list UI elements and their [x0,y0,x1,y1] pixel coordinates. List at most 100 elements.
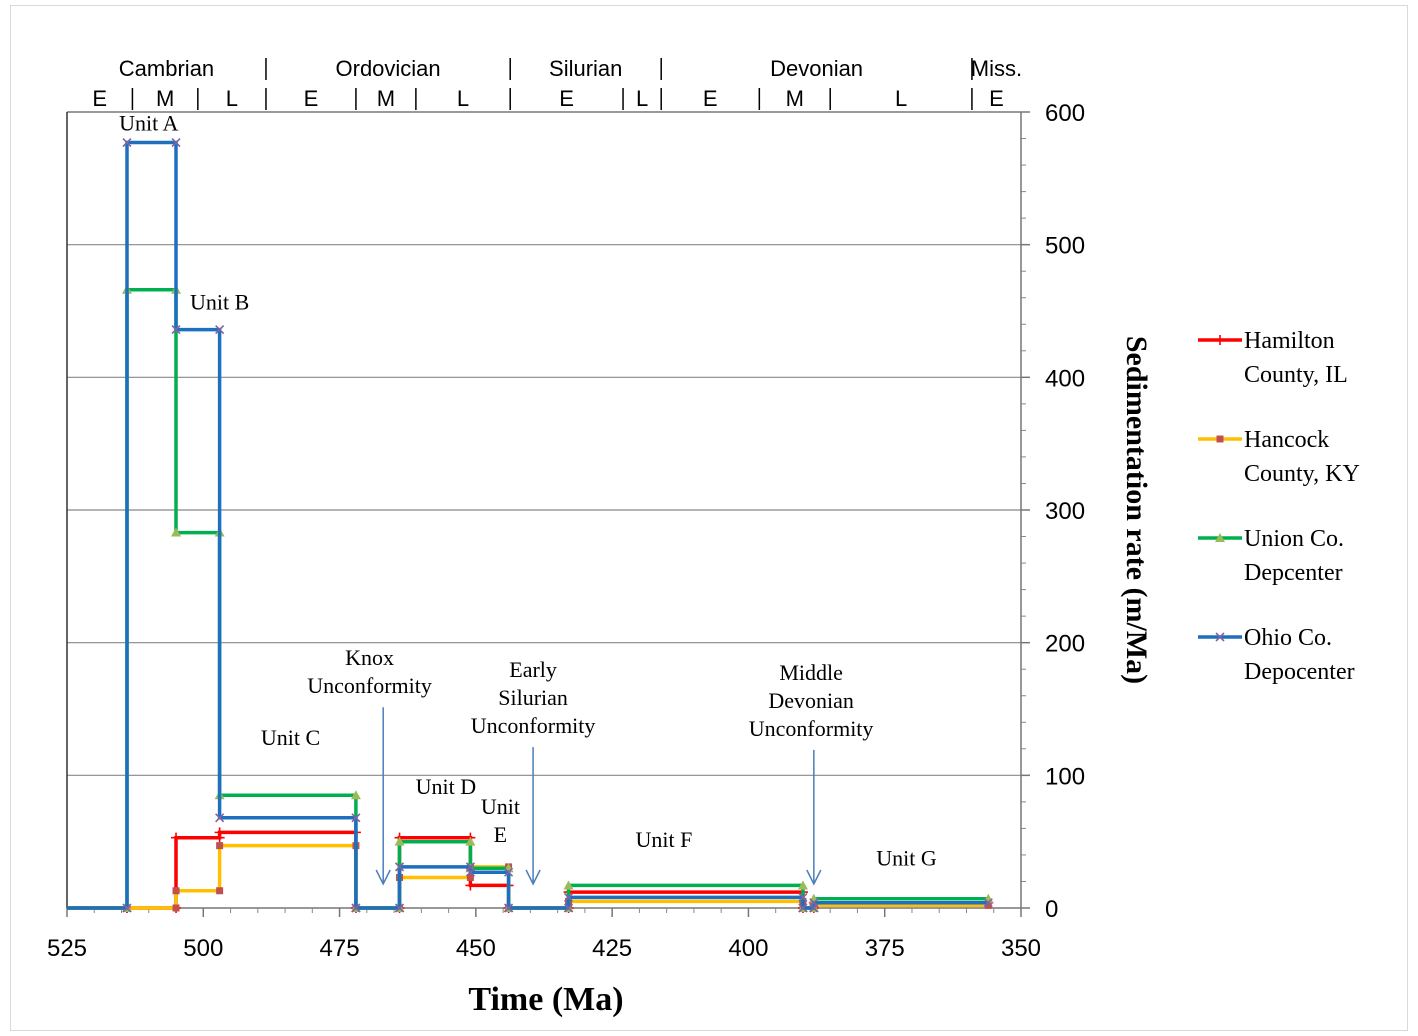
data-point [466,873,474,881]
x-tick-label: 500 [183,935,223,962]
epoch-label: M [786,86,804,111]
unit-label: Unit C [261,725,320,750]
annotation-text: Unconformity [471,713,596,738]
data-point [809,898,819,908]
epoch-label: L [457,86,469,111]
annotation-text: Early [509,657,557,682]
annotation-text: Knox [345,645,394,670]
unconformity-annotation: Middle Devonian Unconformity [749,660,873,886]
plot-area [67,137,994,913]
gridlines [67,244,1021,776]
data-point [797,880,808,890]
data-point [394,862,405,872]
legend-label-line1: Union Co. [1244,526,1344,552]
unit-label: Unit A [119,111,178,136]
epoch-label: E [304,86,319,111]
data-point [215,813,225,823]
unit-label: Unit D [416,774,477,799]
data-point [1215,632,1225,642]
y-tick-label: 600 [1045,100,1085,127]
x-tick-label: 375 [865,935,905,962]
y-tick-label: 500 [1045,233,1085,260]
legend-label-line2: Depocenter [1244,659,1355,685]
data-point [563,892,574,902]
epoch-label: L [636,86,648,111]
data-point [172,904,180,912]
data-point [351,903,361,913]
epoch-label: L [226,86,238,111]
annotation-text: Unit B [190,290,249,315]
data-point [171,137,181,148]
legend-label-line1: Hancock [1244,427,1329,453]
data-point [171,325,181,335]
epoch-label: E [703,86,718,111]
period-label: Devonian [770,56,863,81]
data-point [215,325,225,335]
annotation-text: Silurian [498,685,568,710]
unconformity-annotation: Early Silurian Unconformity [471,657,596,886]
period-label: Miss. [971,56,1022,81]
y-axis-title: Sedimentation rate (m/Ma) [1120,336,1153,684]
data-point [465,836,476,846]
data-point [216,842,224,850]
unit-label: Unit G [876,846,937,871]
x-tick-label: 525 [47,935,87,962]
annotation-text: Middle [779,660,843,685]
epoch-label: L [895,86,907,111]
annotation-text: Unconformity [307,673,432,698]
data-point [171,527,182,537]
period-label: Cambrian [119,56,214,81]
y-tick-label: 400 [1045,365,1085,392]
x-tick-label: 450 [456,935,496,962]
data-point [1216,435,1224,443]
data-point [351,813,361,823]
epoch-label: E [92,86,107,111]
data-point [504,867,514,877]
unit-label: Unit E [481,794,520,847]
annotation-text: Unit C [261,725,320,750]
legend-label-line2: Depcenter [1244,560,1343,586]
data-point [983,898,993,908]
epoch-label: E [989,86,1004,111]
data-point [798,892,808,902]
legend-item: Ohio Co. Depocenter [1198,625,1355,685]
series-line [67,830,989,910]
arrow-head [806,869,822,886]
x-tick-label: 400 [728,935,768,962]
data-point [563,903,574,913]
data-point [798,903,808,913]
chart-frame [10,5,1408,1031]
legend-label-line2: County, IL [1244,362,1348,388]
x-tick-label: 425 [592,935,632,962]
epoch-label: M [377,86,395,111]
arrow-head [525,869,541,886]
arrow-head [375,869,391,886]
data-point [122,137,132,148]
unit-label: Unit F [636,827,693,852]
epoch-label: E [559,86,574,111]
x-tick-label: 475 [320,935,360,962]
period-label: Ordovician [336,56,441,81]
period-label: Silurian [549,56,622,81]
x-axis-title: Time (Ma) [468,981,623,1018]
legend-label-line1: Ohio Co. [1244,625,1332,651]
y-tick-label: 300 [1045,498,1085,525]
series-line [67,288,989,910]
data-point [171,832,182,843]
data-point [394,836,405,846]
annotation-text: E [494,822,507,847]
data-point [214,827,225,838]
data-point [984,901,992,909]
data-point [1215,533,1225,542]
series-ohio-co-depocenter [67,137,993,913]
series-line [67,140,989,910]
y-tick-label: 100 [1045,763,1085,790]
legend: Hamilton County, IL Hancock County, KY Union… [1198,328,1360,685]
annotation-text: Unit G [876,846,937,871]
legend-item: Hamilton County, IL [1198,328,1348,388]
data-point [504,903,514,913]
annotation-text: Unit A [119,111,178,136]
data-point [563,880,574,890]
x-tick-label: 350 [1001,935,1041,962]
geologic-timescale: Cambrian Ordovician Silurian Devonian Miss. E… [92,56,1022,111]
